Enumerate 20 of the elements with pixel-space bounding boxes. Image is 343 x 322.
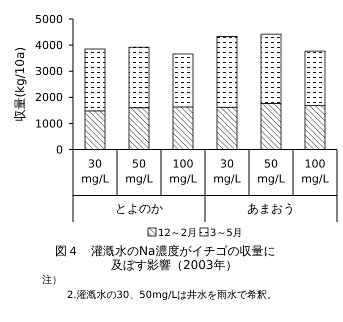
x-tick-label: 30 mg/L [213, 158, 242, 186]
legend-label: 12～2月 [158, 228, 198, 239]
x-tick-label: 50 mg/L [257, 158, 286, 186]
x-tick-label: 100 mg/L [169, 158, 198, 186]
text: 2.灌漑水の30、50mg/Lは井水を雨水で希釈。 [67, 289, 278, 301]
x-tick-label: 30 mg/L [81, 158, 110, 186]
y-tick-label: 3000 [35, 65, 63, 78]
y-tick-label: 0 [56, 143, 63, 156]
y-tick-label: 2000 [35, 91, 63, 104]
text: あまおう [247, 202, 295, 216]
y-axis-title: 収量(kg/10a) [13, 46, 28, 122]
y-tick-label: 4000 [35, 38, 63, 52]
x-tick-label: 100 mg/L [301, 158, 330, 186]
text: 注） [42, 274, 62, 286]
y-tick-label: 1000 [35, 117, 63, 130]
text: とよのか [115, 202, 163, 216]
legend-label: 3～5月 [210, 228, 243, 239]
x-tick-label: 50 mg/L [125, 158, 154, 186]
text: 図４ 灌漑水のNa濃度がイチゴの収量に及ぼす影響（2003年） [55, 244, 276, 272]
y-tick-label: 5000 [35, 12, 63, 26]
